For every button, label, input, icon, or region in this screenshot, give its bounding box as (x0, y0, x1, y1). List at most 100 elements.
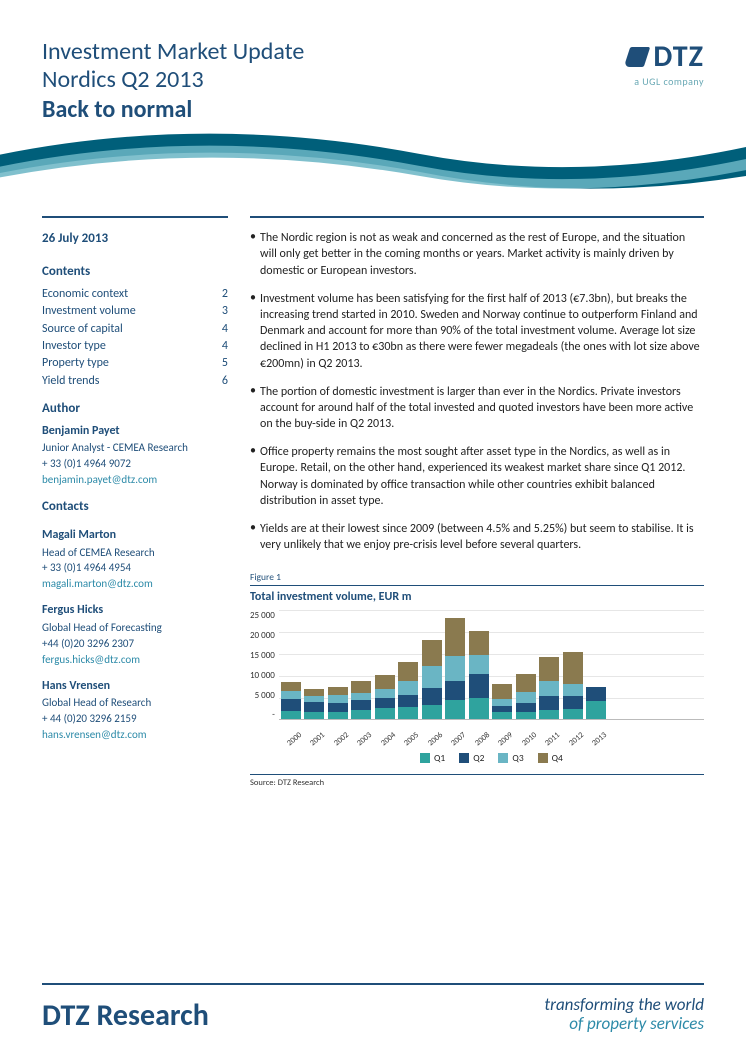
contact-block: Magali MartonHead of CEMEA Research+ 33 … (42, 527, 228, 592)
x-tick: 2009 (495, 729, 517, 750)
contact-name: Magali Marton (42, 527, 228, 544)
toc-row[interactable]: Yield trends 6 (42, 373, 228, 390)
bar-segment-q3 (375, 689, 395, 699)
author-email: benjamin.payet@dtz.com (42, 472, 228, 488)
logo-text: DTZ (653, 38, 704, 75)
author-role: Junior Analyst - CEMEA Research (42, 440, 228, 456)
toc-label: Investor type (42, 338, 106, 355)
chart-bar (586, 687, 606, 719)
legend-swatch-icon (420, 753, 430, 763)
contact-name: Hans Vrensen (42, 678, 228, 695)
bar-segment-q1 (492, 712, 512, 719)
swoosh-decoration (0, 126, 746, 204)
brand-logo: DTZ a UGL company (627, 38, 704, 88)
contact-email: fergus.hicks@dtz.com (42, 652, 228, 668)
toc-row[interactable]: Source of capital 4 (42, 321, 228, 338)
contents-heading: Contents (42, 263, 228, 282)
chart-bar (351, 681, 371, 719)
bar-segment-q2 (586, 687, 606, 701)
x-tick: 2008 (471, 729, 493, 750)
footer-tagline-1: transforming the world (544, 995, 704, 1015)
contact-role: Global Head of Research (42, 695, 228, 711)
y-tick: - (272, 709, 275, 720)
bar-segment-q2 (469, 674, 489, 698)
chart-bar (445, 618, 465, 719)
toc-row[interactable]: Economic context2 (42, 286, 228, 303)
bar-segment-q3 (539, 681, 559, 696)
footer-brand: DTZ Research (42, 997, 209, 1034)
bar-segment-q2 (445, 681, 465, 700)
toc-label: Property type (42, 355, 109, 372)
chart-bar (516, 674, 536, 719)
toc-label: Source of capital (42, 321, 123, 338)
chart-bar (328, 687, 348, 719)
title-line-2: Nordics Q2 2013 (42, 66, 304, 94)
toc-label: Yield trends (42, 373, 99, 390)
x-tick: 2011 (542, 729, 564, 750)
toc-row[interactable]: Investor type4 (42, 338, 228, 355)
toc-page: 2 (222, 286, 228, 303)
chart-bar (492, 684, 512, 720)
summary-bullet: •Investment volume has been satisfying f… (250, 291, 704, 372)
contact-block: Hans VrensenGlobal Head of Research+ 44 … (42, 678, 228, 743)
chart-bar (304, 689, 324, 720)
summary-bullet: •Yields are at their lowest since 2009 (… (250, 521, 704, 553)
figure-label: Figure 1 (250, 571, 704, 586)
author-heading: Author (42, 400, 228, 419)
bar-segment-q3 (351, 693, 371, 700)
bar-segment-q3 (281, 691, 301, 699)
legend-label: Q1 (434, 752, 445, 764)
chart-x-axis: 2000200120022003200420052006200720082009… (279, 722, 704, 732)
footer-tagline-2: of property services (544, 1014, 704, 1034)
title-block: Investment Market Update Nordics Q2 2013… (42, 38, 304, 124)
legend-swatch-icon (498, 753, 508, 763)
bar-segment-q1 (375, 708, 395, 719)
legend-swatch-icon (538, 753, 548, 763)
y-tick: 15 000 (250, 650, 275, 661)
toc-page: 4 (222, 321, 228, 338)
toc-page: 6 (222, 373, 228, 390)
legend-label: Q2 (473, 752, 484, 764)
bar-segment-q4 (539, 657, 559, 680)
bar-segment-q1 (398, 707, 418, 719)
legend-swatch-icon (459, 753, 469, 763)
bar-segment-q1 (351, 710, 371, 720)
report-date: 26 July 2013 (42, 230, 228, 249)
chart-bar (398, 662, 418, 719)
main-content: •The Nordic region is not as weak and co… (250, 216, 704, 788)
bar-segment-q4 (328, 687, 348, 694)
bar-segment-q1 (539, 710, 559, 720)
bar-segment-q4 (398, 662, 418, 680)
y-tick: 20 000 (250, 630, 275, 641)
contact-role: Global Head of Forecasting (42, 620, 228, 636)
bullet-text: Yields are at their lowest since 2009 (b… (260, 521, 704, 553)
bar-segment-q1 (422, 705, 442, 719)
bar-segment-q2 (563, 696, 583, 709)
bar-segment-q1 (563, 709, 583, 720)
bar-segment-q1 (304, 712, 324, 719)
y-tick: 5 000 (255, 690, 275, 701)
bar-segment-q2 (351, 700, 371, 710)
toc-row[interactable]: Investment volume3 (42, 303, 228, 320)
x-tick: 2000 (283, 729, 305, 750)
chart-bar (422, 640, 442, 719)
contact-phone: + 33 (0)1 4964 4954 (42, 560, 228, 576)
x-tick: 2004 (377, 729, 399, 750)
bar-segment-q3 (328, 695, 348, 703)
x-tick: 2001 (307, 729, 329, 750)
chart-source: Source: DTZ Research (250, 774, 704, 788)
bar-segment-q3 (516, 692, 536, 703)
bar-segment-q3 (422, 666, 442, 688)
bar-segment-q4 (492, 684, 512, 699)
figure-title: Total investment volume, EUR m (250, 590, 704, 604)
bar-segment-q2 (516, 703, 536, 713)
x-tick: 2013 (589, 729, 611, 750)
contact-role: Head of CEMEA Research (42, 545, 228, 561)
toc-row[interactable]: Property type5 (42, 355, 228, 372)
bar-segment-q3 (398, 681, 418, 695)
bullet-text: The portion of domestic investment is la… (260, 384, 704, 433)
bullet-text: The Nordic region is not as weak and con… (260, 230, 704, 279)
contacts-heading: Contacts (42, 498, 228, 517)
bullet-text: Office property remains the most sought … (260, 444, 704, 509)
legend-item: Q2 (459, 752, 484, 764)
